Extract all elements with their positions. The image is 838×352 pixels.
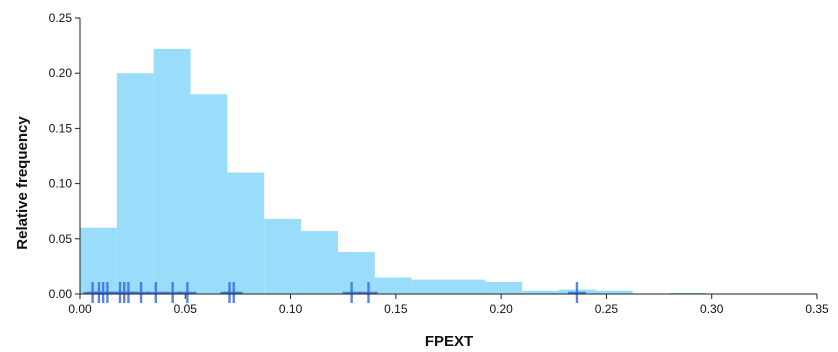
histogram-bar-4 (227, 172, 265, 294)
histogram-bar-10 (448, 279, 486, 294)
y-tick-label-3: 0.15 (49, 121, 73, 135)
rug-mark-8 (146, 282, 165, 303)
x-tick-label-4: 0.20 (489, 302, 513, 316)
x-tick-label-1: 0.05 (174, 302, 198, 316)
histogram-bar-2 (153, 48, 191, 294)
histogram-bar-14 (595, 290, 633, 294)
x-tick-label-3: 0.15 (384, 302, 408, 316)
y-axis-title: Relative frequency (14, 116, 31, 250)
rug-mark-10 (178, 282, 197, 303)
x-tick-label-6: 0.30 (700, 302, 724, 316)
x-tick-label-2: 0.10 (279, 302, 303, 316)
histogram-bar-16 (669, 292, 707, 294)
x-axis-title: FPEXT (425, 333, 473, 350)
x-tick-label-5: 0.25 (595, 302, 619, 316)
y-tick-label-4: 0.20 (49, 66, 73, 80)
y-tick-label-0: 0.00 (49, 287, 73, 301)
rug-mark-12 (224, 282, 243, 303)
histogram-bar-12 (522, 290, 560, 294)
histogram-bar-11 (485, 281, 523, 294)
y-tick-label-1: 0.05 (49, 232, 73, 246)
histogram-bar-1 (116, 73, 154, 294)
y-tick-label-5: 0.25 (49, 11, 73, 25)
histogram-bar-8 (374, 277, 412, 294)
x-tick-label-0: 0.00 (68, 302, 92, 316)
bars-layer (80, 48, 707, 295)
histogram-bar-3 (190, 94, 228, 295)
rug-mark-15 (567, 282, 586, 303)
y-tick-label-2: 0.10 (49, 177, 73, 191)
histogram-bar-9 (411, 279, 449, 294)
histogram-bar-6 (301, 231, 338, 294)
x-tick-label-7: 0.35 (805, 302, 829, 316)
rug-layer (83, 282, 586, 303)
axes-layer: 0.00 0.05 0.10 0.15 0.20 0.25 0.30 0.35 0.00 0.05… (49, 11, 829, 316)
rug-mark-13 (342, 282, 361, 303)
rug-mark-14 (359, 282, 378, 303)
histogram-bar-5 (264, 218, 302, 294)
